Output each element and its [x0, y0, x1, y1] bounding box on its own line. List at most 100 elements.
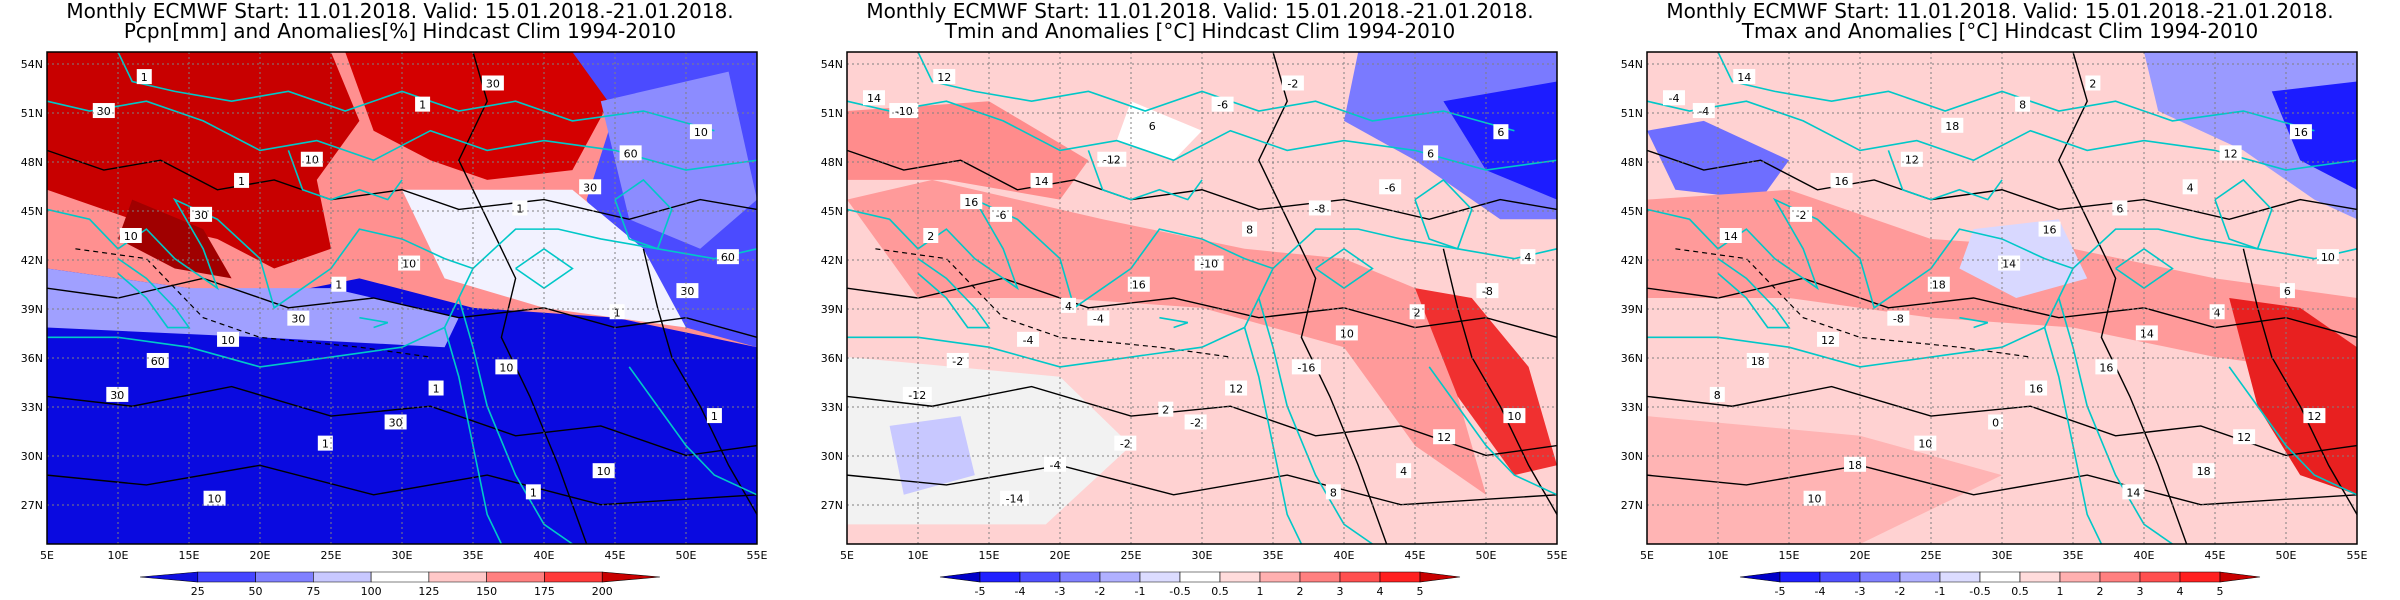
contour-label: -4: [1692, 103, 1715, 119]
contour-label: 30: [190, 206, 213, 222]
contour-label: 12: [1225, 380, 1248, 396]
svg-text:30: 30: [583, 181, 597, 194]
map-layers: -4 -2 -8 0 2 4 6 8 10 12 14 16 18 16 14 12 10 8 6 4 12 14 16 18…: [1646, 51, 2358, 545]
lon-label: 5E: [840, 549, 854, 562]
svg-text:10: 10: [1808, 493, 1822, 506]
lon-label: 30E: [1192, 549, 1213, 562]
lat-label: 39N: [21, 303, 43, 316]
contour-label: 18: [1844, 456, 1867, 472]
scale-tick-label: 0.5: [1211, 585, 1229, 598]
lat-label: 51N: [821, 107, 843, 120]
lon-label: 20E: [1850, 549, 1871, 562]
contour-label: 1: [428, 380, 444, 396]
lon-label: 50E: [676, 549, 697, 562]
scale-tick-label: 25: [191, 585, 205, 598]
scale-swatch: [1819, 571, 1861, 583]
contour-label: 10: [1803, 490, 1826, 506]
svg-text:30: 30: [110, 389, 124, 402]
svg-text:-4: -4: [1050, 459, 1061, 472]
svg-text:0: 0: [1992, 416, 1999, 429]
svg-text:14: 14: [1737, 71, 1751, 84]
contour-label: 16: [1830, 172, 1853, 188]
svg-text:1: 1: [335, 279, 342, 292]
contour-label: 12: [2219, 145, 2242, 161]
contour-label: 10: [2316, 249, 2339, 265]
contour-label: 6: [2279, 283, 2295, 299]
contour-label: -6: [990, 206, 1013, 222]
svg-text:10: 10: [694, 126, 708, 139]
color-scale-bar: -5 -4 -3 -2 -1 -0.5 0.5 1 2 3 4 5: [939, 571, 1461, 598]
svg-text:2: 2: [1414, 306, 1421, 319]
svg-text:-12: -12: [1103, 154, 1121, 167]
scale-swatch: [2139, 571, 2181, 583]
lon-label: 20E: [1050, 549, 1071, 562]
contour-label: 1: [136, 69, 152, 85]
svg-text:6: 6: [2284, 285, 2291, 298]
color-scale-bar: -5 -4 -3 -2 -1 -0.5 0.5 1 2 3 4 5: [1739, 571, 2261, 598]
svg-text:6: 6: [1497, 126, 1504, 139]
contour-label: -10: [1194, 255, 1224, 271]
lon-label: 55E: [747, 549, 768, 562]
scale-tick-label: -0.5: [1969, 585, 1990, 598]
contour-label: -8: [1308, 200, 1331, 216]
lon-label: 15E: [1779, 549, 1800, 562]
svg-text:10: 10: [1507, 410, 1521, 423]
contour-label: 10: [1914, 435, 1937, 451]
lon-label: 20E: [250, 549, 271, 562]
contour-label: 6: [2112, 200, 2128, 216]
scale-swatch: [428, 571, 487, 583]
lat-label: 36N: [821, 352, 843, 365]
scale-tick-label: -2: [1095, 585, 1106, 598]
svg-text:-2: -2: [1120, 438, 1131, 451]
svg-text:16: 16: [2029, 383, 2043, 396]
lon-label: 45E: [1405, 549, 1426, 562]
contour-label: 4: [1396, 463, 1412, 479]
scale-tick-label: 5: [2217, 585, 2224, 598]
contour-label: 12: [933, 69, 956, 85]
contour-label: 60: [716, 249, 739, 265]
svg-text:10: 10: [1340, 327, 1354, 340]
color-scale-bar: 25 50 75 100 125 150 175 200: [139, 571, 661, 598]
svg-text:30: 30: [486, 77, 500, 90]
svg-text:16: 16: [2043, 224, 2057, 237]
contour-label: 12: [1817, 331, 1840, 347]
scale-tick-label: -5: [975, 585, 986, 598]
contour-label: 16: [2095, 359, 2118, 375]
svg-text:8: 8: [1246, 224, 1253, 237]
scale-swatch: [2099, 571, 2141, 583]
contour-label: -16: [1291, 359, 1321, 375]
contour-label: -2: [1790, 206, 1813, 222]
scale-swatch: [2059, 571, 2101, 583]
svg-text:4: 4: [2187, 181, 2194, 194]
scale-tick-label: 75: [306, 585, 320, 598]
scale-swatch: [2179, 571, 2221, 583]
svg-text:16: 16: [964, 196, 978, 209]
lat-label: 27N: [1621, 499, 1643, 512]
svg-text:12: 12: [2307, 410, 2321, 423]
svg-text:1: 1: [322, 438, 329, 451]
contour-label: 60: [619, 145, 642, 161]
contour-label: 14: [1733, 69, 1756, 85]
contour-label: 2: [2085, 75, 2101, 91]
contour-label: 10: [592, 463, 615, 479]
svg-text:8: 8: [2019, 99, 2026, 112]
contour-label: 2: [1409, 304, 1425, 320]
scale-swatch: [544, 571, 603, 583]
lon-label: 40E: [1334, 549, 1355, 562]
svg-text:1: 1: [530, 486, 537, 499]
svg-text:-6: -6: [1385, 181, 1396, 194]
contour-label: 10: [689, 124, 712, 140]
lat-label: 39N: [1621, 303, 1643, 316]
contour-label: -14: [1000, 490, 1030, 506]
contour-label: 1: [234, 172, 250, 188]
svg-text:8: 8: [1330, 486, 1337, 499]
scale-swatch: [979, 571, 1021, 583]
svg-text:4: 4: [1524, 251, 1531, 264]
contour-label: 30: [92, 103, 115, 119]
svg-text:30: 30: [194, 209, 208, 222]
svg-text:14: 14: [1724, 230, 1738, 243]
panel-title-line2: Tmax and Anomalies [°C] Hindcast Clim 19…: [1741, 19, 2259, 43]
svg-text:12: 12: [1229, 383, 1243, 396]
scale-swatch: [1179, 571, 1221, 583]
lat-label: 51N: [21, 107, 43, 120]
